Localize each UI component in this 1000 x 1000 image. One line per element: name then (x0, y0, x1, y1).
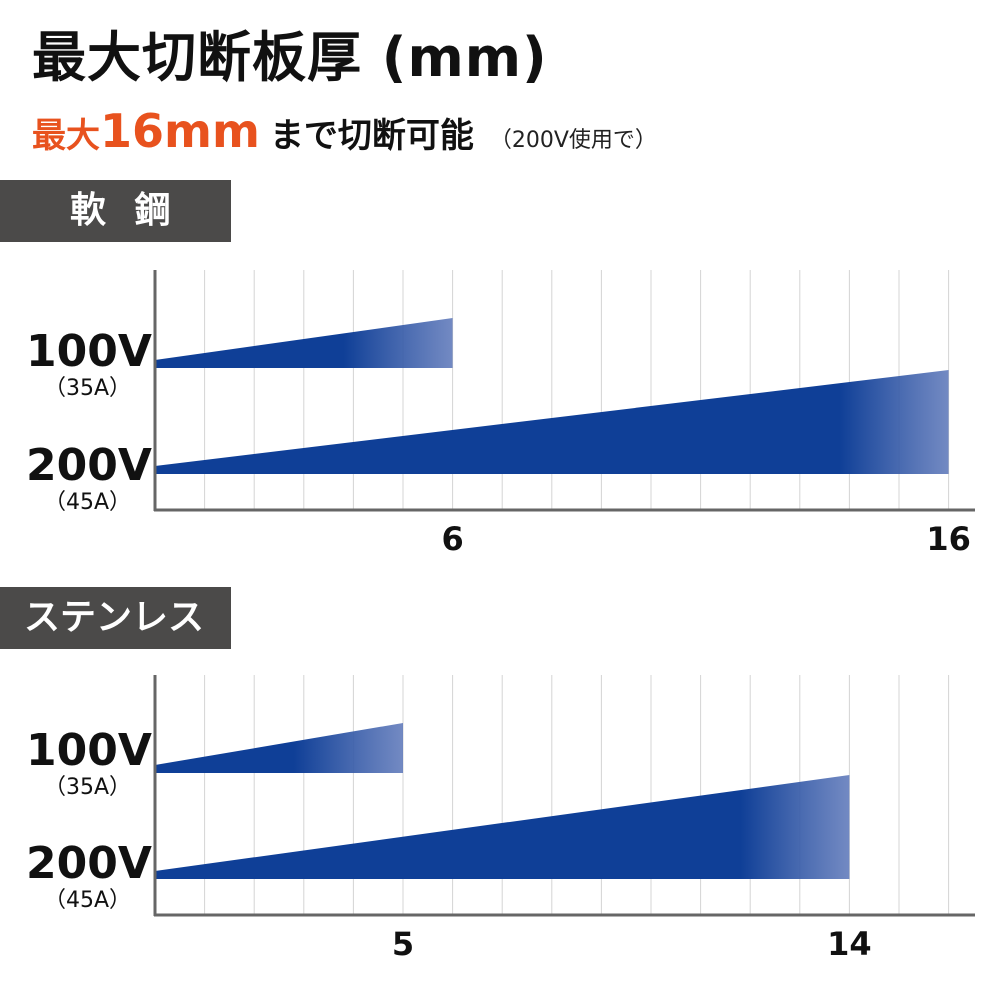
chart-stainless: 5 14 (153, 675, 975, 963)
bar-200v (155, 370, 949, 474)
current-label: （35A） (44, 376, 132, 401)
page-title: 最大切断板厚 (mm) (32, 26, 548, 89)
voltage-label: 100V (26, 326, 152, 377)
subtitle: 最大 16mm まで切断可能 （200V使用で） (32, 104, 657, 160)
section-label-stainless: ステンレス (0, 587, 231, 649)
tick-label: 6 (441, 520, 463, 558)
tick-label: 16 (926, 520, 971, 558)
voltage-label: 200V (26, 838, 152, 889)
subtitle-main: まで切断可能 (269, 116, 474, 156)
current-label: （35A） (44, 775, 132, 800)
row-label-200v-mild: 200V （45A） (26, 440, 152, 516)
bar-100v (155, 723, 403, 773)
row-label-100v-mild: 100V （35A） (26, 326, 152, 402)
subtitle-highlight-value: 16mm (100, 104, 260, 158)
voltage-label: 200V (26, 440, 152, 491)
row-label-200v-stainless: 200V （45A） (26, 838, 152, 914)
subtitle-highlight-prefix: 最大 (32, 116, 100, 156)
bar-200v (155, 775, 850, 879)
bar-100v (155, 318, 453, 368)
subtitle-note: （200V使用で） (489, 128, 657, 153)
section-label-mild-steel: 軟 鋼 (0, 180, 231, 242)
current-label: （45A） (44, 490, 132, 515)
chart-mild-steel: 6 16 (153, 270, 975, 558)
current-label: （45A） (44, 888, 132, 913)
row-label-100v-stainless: 100V （35A） (26, 725, 152, 801)
tick-label: 5 (392, 925, 414, 963)
tick-label: 14 (827, 925, 872, 963)
voltage-label: 100V (26, 725, 152, 776)
